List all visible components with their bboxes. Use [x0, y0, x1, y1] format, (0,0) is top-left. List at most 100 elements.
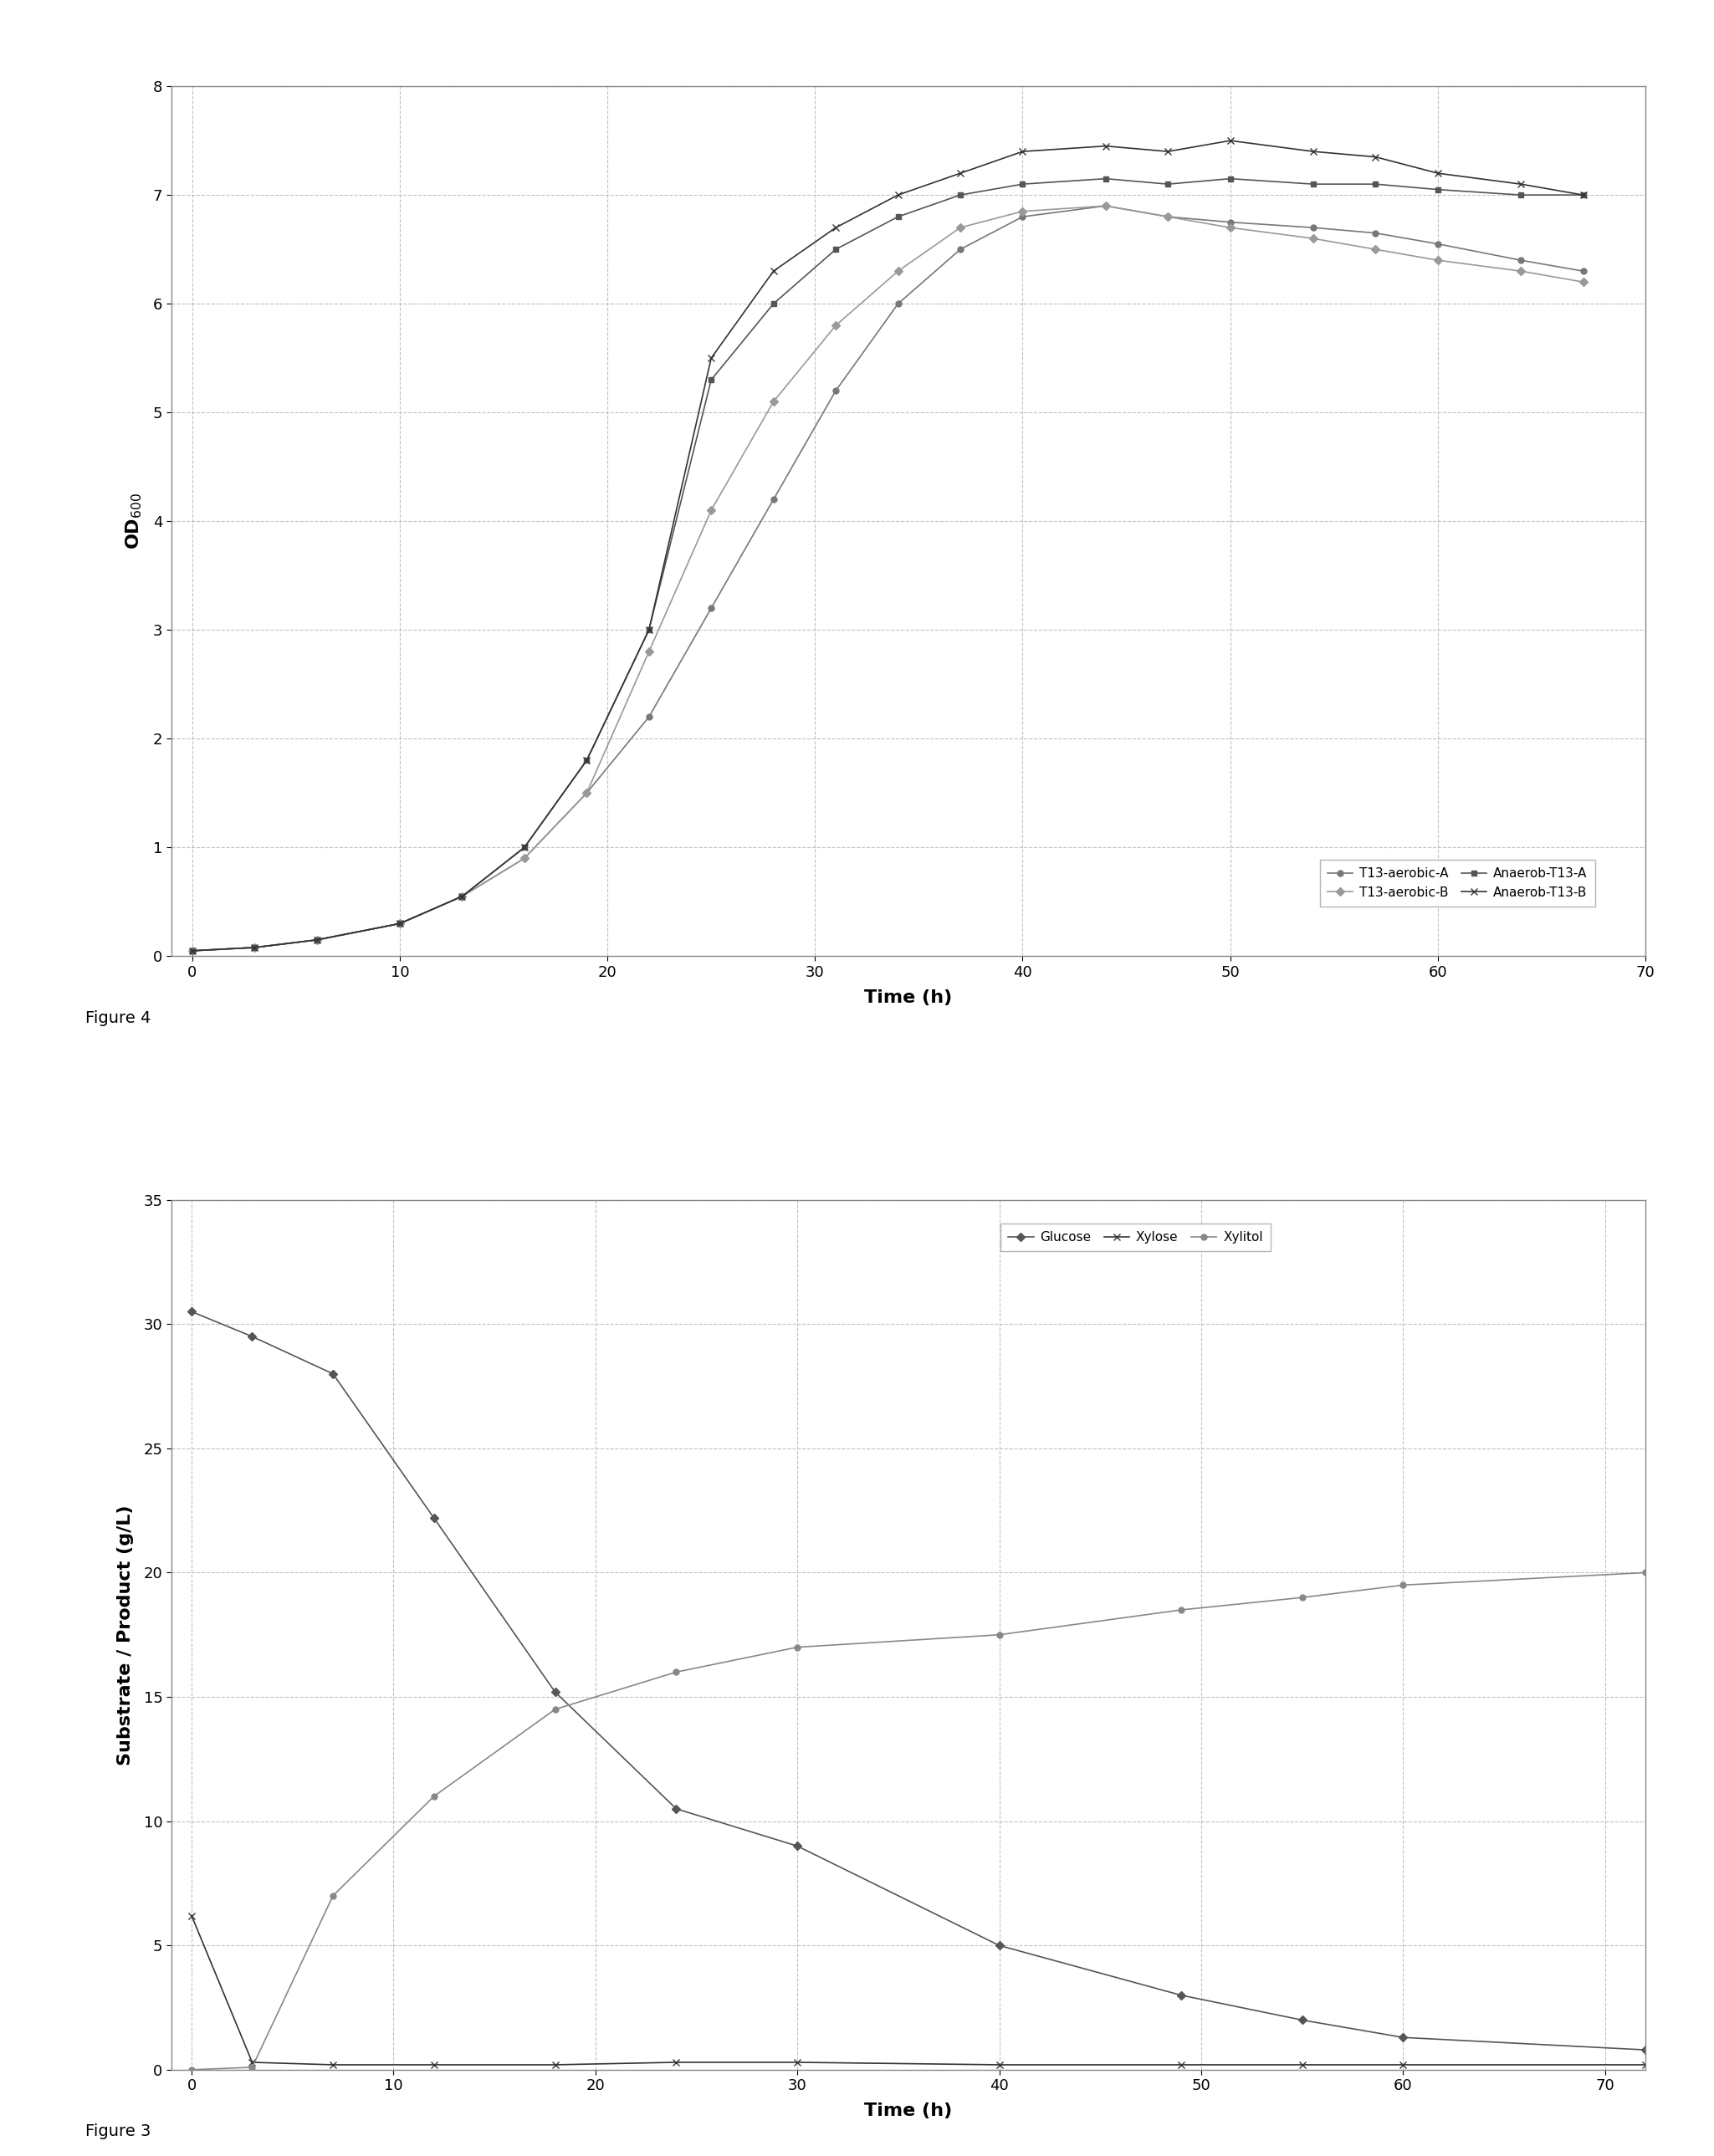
Anaerob-T13-B [1510, 170, 1531, 196]
Xylose [989, 2053, 1010, 2078]
T13-aerobic-A [1220, 209, 1241, 235]
Anaerob-T13-A [452, 884, 473, 910]
T13-aerobic-B [1220, 216, 1241, 241]
Anaerob-T13-B [1095, 134, 1116, 160]
Xylose [1635, 2053, 1656, 2078]
Glucose [182, 1298, 202, 1324]
Glucose [423, 1505, 444, 1531]
Xylose [1171, 2053, 1191, 2078]
T13-aerobic-A [950, 237, 970, 263]
Glucose [1635, 2037, 1656, 2063]
T13-aerobic-B [639, 638, 660, 664]
T13-aerobic-A [576, 780, 596, 806]
Line: Xylose: Xylose [189, 1912, 1649, 2068]
Xylitol [787, 1634, 807, 1660]
Anaerob-T13-B [1428, 160, 1448, 185]
Line: Xylitol: Xylitol [189, 1570, 1649, 2072]
Anaerob-T13-A [1510, 181, 1531, 207]
Anaerob-T13-A [888, 205, 908, 231]
T13-aerobic-A [763, 487, 783, 513]
Xylitol [242, 2055, 262, 2081]
Xylitol [1635, 1559, 1656, 1585]
Glucose [1292, 2007, 1313, 2033]
Line: Glucose: Glucose [189, 1309, 1649, 2053]
Y-axis label: Substrate / Product (g/L): Substrate / Product (g/L) [118, 1505, 134, 1766]
Anaerob-T13-B [576, 748, 596, 774]
Anaerob-T13-B [514, 834, 535, 860]
Anaerob-T13-B [1157, 138, 1178, 164]
Anaerob-T13-A [182, 938, 202, 964]
Line: Anaerob-T13-A: Anaerob-T13-A [189, 177, 1585, 953]
T13-aerobic-B [826, 313, 847, 338]
Anaerob-T13-A [576, 748, 596, 774]
Anaerob-T13-A [1303, 170, 1323, 196]
T13-aerobic-A [701, 595, 722, 621]
Anaerob-T13-A [701, 367, 722, 392]
Line: T13-aerobic-B: T13-aerobic-B [189, 203, 1585, 953]
Anaerob-T13-A [243, 934, 264, 959]
T13-aerobic-A [452, 884, 473, 910]
T13-aerobic-B [514, 845, 535, 871]
T13-aerobic-A [514, 845, 535, 871]
T13-aerobic-B [1510, 259, 1531, 285]
Anaerob-T13-A [389, 910, 410, 936]
Glucose [787, 1833, 807, 1858]
Anaerob-T13-A [826, 237, 847, 263]
Glucose [322, 1360, 343, 1386]
X-axis label: Time (h): Time (h) [864, 2102, 953, 2119]
T13-aerobic-A [389, 910, 410, 936]
Anaerob-T13-B [1573, 181, 1594, 207]
Xylitol [1171, 1598, 1191, 1623]
T13-aerobic-B [1366, 237, 1387, 263]
Anaerob-T13-B [182, 938, 202, 964]
Xylitol [423, 1783, 444, 1809]
Anaerob-T13-B [763, 259, 783, 285]
T13-aerobic-B [389, 910, 410, 936]
T13-aerobic-A [639, 705, 660, 731]
Anaerob-T13-A [1220, 166, 1241, 192]
Glucose [1171, 1981, 1191, 2007]
T13-aerobic-B [763, 388, 783, 414]
Anaerob-T13-B [1303, 138, 1323, 164]
Xylitol [1393, 1572, 1414, 1598]
X-axis label: Time (h): Time (h) [864, 990, 953, 1007]
T13-aerobic-A [1095, 192, 1116, 218]
Legend: T13-aerobic-A, T13-aerobic-B, Anaerob-T13-A, Anaerob-T13-B: T13-aerobic-A, T13-aerobic-B, Anaerob-T1… [1320, 860, 1594, 906]
T13-aerobic-A [1573, 259, 1594, 285]
Xylitol [989, 1621, 1010, 1647]
Xylitol [545, 1697, 566, 1723]
T13-aerobic-B [452, 884, 473, 910]
T13-aerobic-A [307, 927, 327, 953]
T13-aerobic-B [1095, 192, 1116, 218]
Anaerob-T13-B [1013, 138, 1034, 164]
Y-axis label: OD$_{600}$: OD$_{600}$ [123, 494, 144, 550]
Anaerob-T13-A [1366, 170, 1387, 196]
T13-aerobic-A [1510, 248, 1531, 274]
T13-aerobic-B [243, 934, 264, 959]
Xylose [545, 2053, 566, 2078]
Text: Figure 4: Figure 4 [86, 1011, 151, 1026]
T13-aerobic-A [1428, 231, 1448, 257]
Glucose [242, 1324, 262, 1350]
Anaerob-T13-A [1573, 181, 1594, 207]
Glucose [989, 1932, 1010, 1958]
Glucose [545, 1680, 566, 1705]
Xylose [322, 2053, 343, 2078]
T13-aerobic-A [1013, 205, 1034, 231]
T13-aerobic-B [576, 780, 596, 806]
Xylose [242, 2050, 262, 2076]
Anaerob-T13-B [243, 934, 264, 959]
Glucose [667, 1796, 687, 1822]
T13-aerobic-B [950, 216, 970, 241]
Xylose [667, 2050, 687, 2076]
Legend: Glucose, Xylose, Xylitol: Glucose, Xylose, Xylitol [1001, 1225, 1270, 1250]
Anaerob-T13-B [1220, 127, 1241, 153]
T13-aerobic-A [1303, 216, 1323, 241]
Xylose [423, 2053, 444, 2078]
Anaerob-T13-B [389, 910, 410, 936]
Anaerob-T13-B [701, 345, 722, 371]
Line: T13-aerobic-A: T13-aerobic-A [189, 203, 1585, 953]
Anaerob-T13-A [1095, 166, 1116, 192]
Anaerob-T13-B [950, 160, 970, 185]
Anaerob-T13-B [888, 181, 908, 207]
